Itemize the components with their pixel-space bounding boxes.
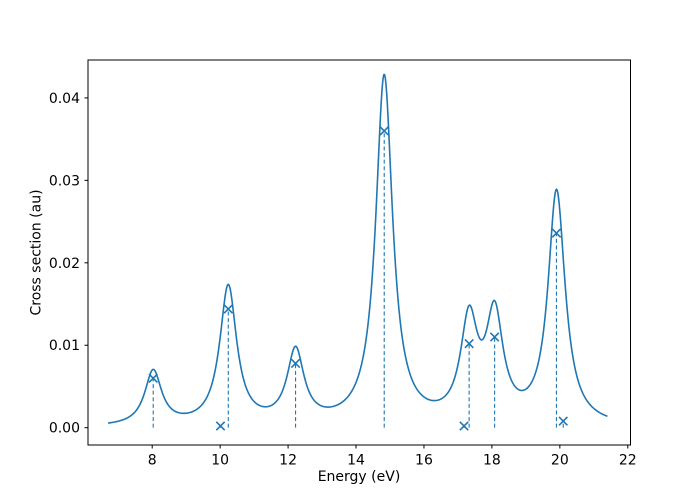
y-tick-label: 0.01 xyxy=(49,338,80,354)
x-tick-label: 12 xyxy=(279,453,297,469)
cross-section-curve xyxy=(107,73,608,424)
plot-area: 8 10 12 14 16 18 20 22 0.00 0.01 0.02 0.03 0.04 xyxy=(49,59,637,469)
x-tick-label: 22 xyxy=(619,453,637,469)
x-marker xyxy=(290,358,301,369)
y-tick-label: 0.02 xyxy=(49,256,80,272)
x-axis-label: Energy (eV) xyxy=(318,469,401,485)
transition-markers xyxy=(148,126,569,431)
y-tick-label: 0.03 xyxy=(49,173,80,189)
x-marker xyxy=(489,332,500,342)
y-tick-label: 0.04 xyxy=(49,91,80,107)
x-tick-label: 8 xyxy=(148,453,157,469)
x-marker xyxy=(459,421,469,431)
x-marker xyxy=(148,373,158,383)
x-marker xyxy=(379,126,389,136)
x-tick-label: 20 xyxy=(551,453,569,469)
x-marker xyxy=(223,304,234,314)
x-tick-label: 14 xyxy=(347,453,365,469)
axes-spines xyxy=(87,59,631,446)
x-marker xyxy=(558,416,569,426)
stem-lines xyxy=(152,130,564,428)
x-tick-label: 16 xyxy=(415,453,433,469)
x-marker xyxy=(215,421,226,431)
x-marker xyxy=(464,338,474,349)
y-axis-label: Cross section (au) xyxy=(29,189,45,315)
x-tick-label: 10 xyxy=(211,453,229,469)
y-tick-label: 0.00 xyxy=(49,421,80,437)
x-marker xyxy=(551,228,562,238)
x-tick-label: 18 xyxy=(483,453,501,469)
